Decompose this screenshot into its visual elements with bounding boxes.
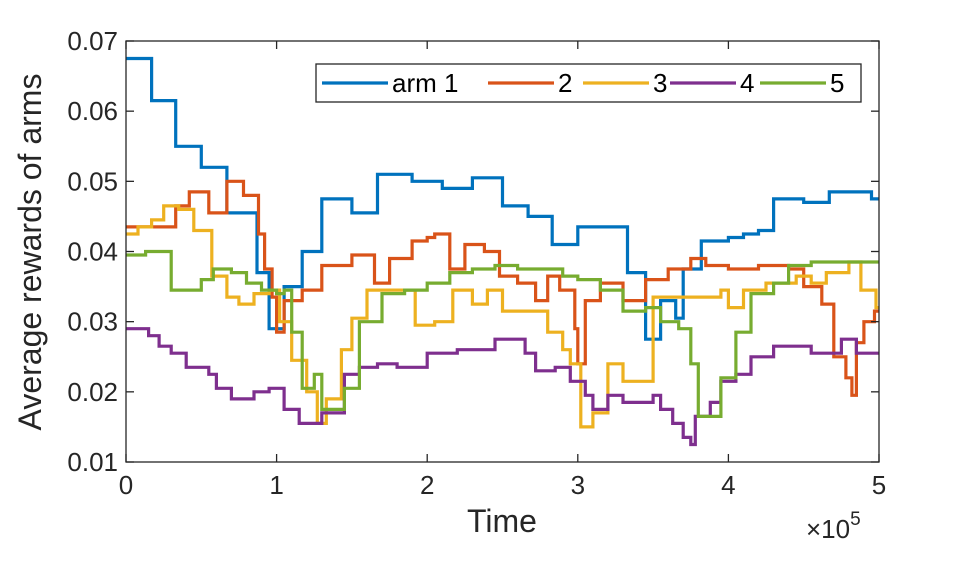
y-tick-label: 0.04: [67, 237, 118, 267]
tick-layer: 0 1 2 3 4 5 0.01 0.02 0.03 0.04 0.05 0.06 0.07: [67, 26, 886, 500]
series-line-3: [126, 204, 879, 429]
y-tick-label: 0.02: [67, 377, 118, 407]
y-axis-title: Average rewards of arms: [12, 74, 48, 431]
x-axis-multiplier: ×105: [806, 509, 861, 544]
y-tick-label: 0.06: [67, 96, 118, 126]
series-layer: [126, 56, 879, 447]
legend-label-5: 5: [830, 68, 844, 98]
x-tick-label: 2: [420, 470, 434, 500]
x-tick-label: 0: [119, 470, 133, 500]
legend-label-2: 2: [558, 68, 572, 98]
x-tick-label: 3: [571, 470, 585, 500]
y-tick-label: 0.03: [67, 307, 118, 337]
plot-background: [126, 41, 879, 462]
legend-label-1: arm 1: [392, 68, 458, 98]
legend: arm 1 2 3 4 5: [315, 63, 862, 103]
x-tick-label: 1: [269, 470, 283, 500]
legend-label-4: 4: [740, 68, 754, 98]
y-tick-label: 0.01: [67, 447, 118, 477]
series-line-5: [126, 249, 879, 418]
legend-label-3: 3: [653, 68, 667, 98]
x-tick-label: 5: [872, 470, 886, 500]
x-tick-label: 4: [721, 470, 735, 500]
y-tick-label: 0.07: [67, 26, 118, 56]
series-line-2: [126, 179, 879, 397]
y-tick-label: 0.05: [67, 166, 118, 196]
x-axis-title: Time: [467, 503, 537, 539]
x-axis-multiplier-base: ×10: [806, 514, 850, 544]
x-axis-multiplier-exponent: 5: [850, 509, 861, 530]
series-line-1: [126, 56, 879, 341]
